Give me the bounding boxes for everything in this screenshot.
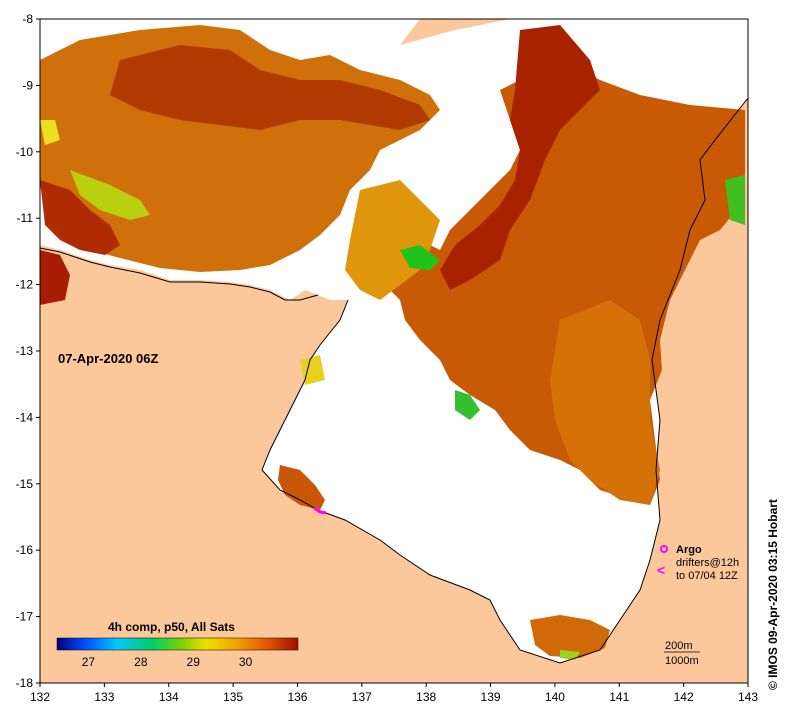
x-tick-label: 133 xyxy=(94,690,114,704)
y-tick-label: -13 xyxy=(16,344,34,358)
sst-patch-cape xyxy=(380,60,745,505)
y-tick-label: -11 xyxy=(17,211,34,225)
sst-patch-west-hot xyxy=(40,180,120,255)
y-tick-label: -9 xyxy=(22,78,33,92)
contour-200-label: 200m xyxy=(665,640,693,652)
y-tick-label: -17 xyxy=(16,610,34,624)
colorbar-title: 4h comp, p50, All Sats xyxy=(108,620,235,634)
sst-patch-northwest-hot xyxy=(110,45,430,130)
sst-patch-cape-hot xyxy=(440,25,600,290)
y-tick-label: -18 xyxy=(16,676,34,690)
coastline xyxy=(39,97,749,664)
argo-label: Argo xyxy=(676,544,702,556)
argo-marker-icon xyxy=(660,545,668,553)
x-axis: 132 133 134 135 136 137 138 139 140 141 142 143 xyxy=(30,683,758,704)
sst-data-patches xyxy=(40,25,745,658)
y-axis: -8 -9 -10 -11 -12 -13 -14 -15 -16 -17 -18 xyxy=(16,12,40,690)
x-tick-label: 135 xyxy=(223,690,243,704)
x-tick-label: 143 xyxy=(738,690,758,704)
x-tick-label: 137 xyxy=(352,690,372,704)
x-tick-label: 140 xyxy=(545,690,565,704)
colorbar-tick-label: 29 xyxy=(187,655,201,669)
legend: Argo drifters@12h < to 07/04 12Z 200m 10… xyxy=(657,544,739,667)
x-tick-label: 141 xyxy=(609,690,629,704)
x-tick-label: 136 xyxy=(287,690,307,704)
drifter-track xyxy=(313,506,327,515)
sst-patch-southwest-hot xyxy=(40,250,70,305)
y-tick-label: -16 xyxy=(16,543,34,557)
sst-patch-gulf-south xyxy=(530,615,610,658)
sst-patch-centre xyxy=(345,180,440,300)
colorbar-ticks: 27 28 29 30 xyxy=(82,655,253,669)
colorbar-tick-label: 28 xyxy=(134,655,148,669)
colorbar-tick-label: 30 xyxy=(239,655,253,669)
y-tick-label: -12 xyxy=(16,278,34,292)
date-label: 07-Apr-2020 06Z xyxy=(58,351,158,366)
credit-label: © IMOS 09-Apr-2020 03:15 Hobart xyxy=(766,499,780,690)
colorbar: 4h comp, p50, All Sats 27 28 29 30 xyxy=(56,620,299,669)
sst-patch-west-coast xyxy=(278,465,325,510)
sst-cool-patches xyxy=(40,120,745,660)
x-tick-label: 139 xyxy=(481,690,501,704)
y-tick-label: -8 xyxy=(22,12,33,26)
x-tick-label: 134 xyxy=(159,690,179,704)
contour-1000-label: 1000m xyxy=(665,655,699,667)
y-tick-label: -10 xyxy=(16,145,34,159)
drifter-marker-icon: < xyxy=(657,562,665,578)
drifters-label: drifters@12h xyxy=(676,557,739,569)
x-tick-label: 142 xyxy=(674,690,694,704)
drifters-sublabel: to 07/04 12Z xyxy=(676,570,738,582)
colorbar-tick-label: 27 xyxy=(82,655,96,669)
sst-patch-gulf-east xyxy=(550,300,660,505)
colorbar-gradient xyxy=(56,637,299,651)
x-tick-label: 132 xyxy=(30,690,50,704)
y-tick-label: -15 xyxy=(16,477,34,491)
y-tick-label: -14 xyxy=(16,410,34,424)
x-tick-label: 138 xyxy=(416,690,436,704)
